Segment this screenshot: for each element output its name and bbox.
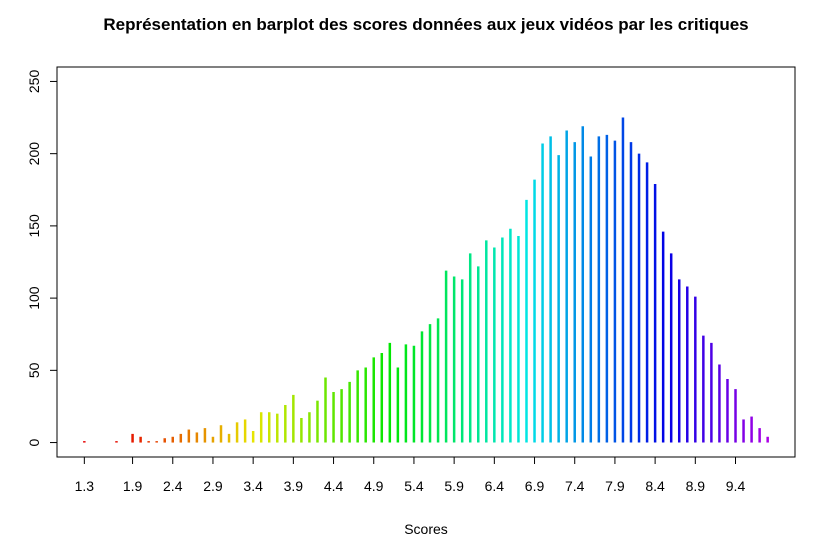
x-tick-label: 3.9	[284, 478, 304, 494]
x-tick-label: 7.9	[605, 478, 625, 494]
y-tick-label: 150	[26, 214, 42, 238]
x-tick-label: 4.9	[364, 478, 384, 494]
y-tick-label: 200	[26, 142, 42, 166]
x-tick-label: 8.9	[686, 478, 706, 494]
y-tick-label: 100	[26, 286, 42, 310]
chart-title: Représentation en barplot des scores don…	[103, 15, 748, 34]
x-tick-label: 1.3	[75, 478, 95, 494]
y-tick-label: 50	[26, 362, 42, 378]
x-axis-label: Scores	[404, 521, 448, 537]
x-tick-label: 2.9	[203, 478, 223, 494]
x-tick-label: 4.4	[324, 478, 344, 494]
y-tick-label: 0	[26, 438, 42, 446]
x-tick-label: 7.4	[565, 478, 585, 494]
x-tick-label: 5.9	[444, 478, 464, 494]
x-tick-label: 9.4	[726, 478, 746, 494]
y-tick-label: 250	[26, 70, 42, 94]
plot-box	[56, 66, 796, 458]
x-tick-label: 6.4	[485, 478, 505, 494]
x-tick-label: 2.4	[163, 478, 183, 494]
x-tick-label: 3.4	[243, 478, 263, 494]
x-tick-label: 6.9	[525, 478, 545, 494]
x-tick-label: 1.9	[123, 478, 143, 494]
x-tick-label: 8.4	[645, 478, 665, 494]
x-tick-label: 5.4	[404, 478, 424, 494]
